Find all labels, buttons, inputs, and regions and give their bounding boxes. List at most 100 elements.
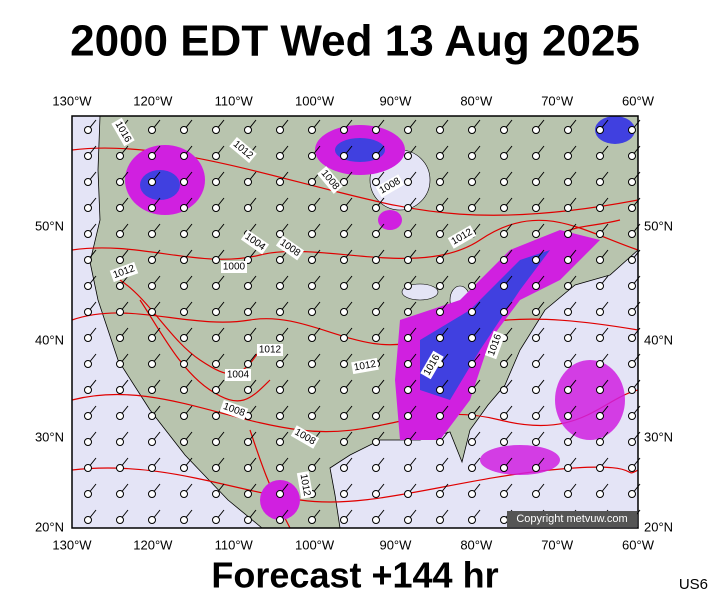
station: [532, 126, 540, 134]
longitude-label: 120°W: [133, 93, 173, 108]
station: [628, 126, 636, 134]
station: [116, 308, 124, 316]
station: [468, 490, 476, 498]
station: [564, 178, 572, 186]
station: [212, 412, 220, 420]
station: [564, 204, 572, 212]
station: [436, 282, 444, 290]
longitude-label: 80°W: [460, 93, 493, 108]
station: [596, 152, 604, 160]
station: [404, 438, 412, 446]
station: [564, 126, 572, 134]
station: [596, 360, 604, 368]
station: [212, 126, 220, 134]
rain-area: [140, 170, 180, 200]
station: [116, 412, 124, 420]
station: [84, 308, 92, 316]
station: [532, 490, 540, 498]
isobar-label: 1012: [298, 473, 313, 497]
station: [468, 516, 476, 524]
station: [372, 308, 380, 316]
rain-area: [378, 210, 402, 230]
title: 2000 EDT Wed 13 Aug 2025: [70, 17, 640, 66]
station: [564, 490, 572, 498]
station: [340, 256, 348, 264]
station: [180, 438, 188, 446]
station: [436, 516, 444, 524]
station: [404, 360, 412, 368]
station: [532, 438, 540, 446]
station: [308, 412, 316, 420]
station: [148, 282, 156, 290]
station: [628, 204, 636, 212]
station: [212, 360, 220, 368]
station: [308, 360, 316, 368]
isobar-label-bg: [109, 261, 139, 283]
isobar-label: 1004: [227, 370, 250, 381]
station: [180, 126, 188, 134]
station: [212, 490, 220, 498]
copyright-box: [507, 511, 637, 527]
station: [532, 282, 540, 290]
station: [340, 152, 348, 160]
station: [148, 516, 156, 524]
isobar-label-bg: [447, 225, 477, 249]
station: [468, 204, 476, 212]
station: [308, 308, 316, 316]
station: [148, 386, 156, 394]
station: [564, 282, 572, 290]
station: [596, 334, 604, 342]
station: [500, 152, 508, 160]
isobar-label-bg: [420, 350, 444, 380]
axis-labels: 130°W 130°W 120°W 120°W 110°W 110°W 100°W 100°W…: [35, 93, 673, 552]
station: [372, 230, 380, 238]
station: [596, 438, 604, 446]
isobar-label-bg: [296, 471, 314, 499]
station: [244, 308, 252, 316]
station: [244, 282, 252, 290]
station: [276, 516, 284, 524]
isobar-label-bg: [219, 399, 249, 421]
station: [148, 126, 156, 134]
station: [532, 386, 540, 394]
latitude-label: 50°N: [35, 218, 64, 233]
station: [308, 204, 316, 212]
station: [276, 438, 284, 446]
station: [628, 256, 636, 264]
station: [180, 178, 188, 186]
station: [244, 464, 252, 472]
station: [180, 490, 188, 498]
longitude-label: 60°W: [622, 93, 655, 108]
station: [436, 178, 444, 186]
station: [564, 438, 572, 446]
station: [180, 204, 188, 212]
station: [308, 282, 316, 290]
station: [436, 126, 444, 134]
forecast-label: Forecast +144 hr: [211, 555, 498, 596]
station: [340, 360, 348, 368]
station: [84, 490, 92, 498]
station: [212, 438, 220, 446]
station: [436, 230, 444, 238]
station: [532, 152, 540, 160]
station: [116, 334, 124, 342]
station: [468, 438, 476, 446]
station: [532, 178, 540, 186]
station: [116, 178, 124, 186]
station: [628, 308, 636, 316]
station: [628, 282, 636, 290]
station: [596, 230, 604, 238]
map-frame: [71, 115, 639, 529]
latitude-label: 30°N: [35, 429, 64, 444]
station: [180, 152, 188, 160]
isobar-label-group: 1004: [225, 369, 251, 381]
station: [532, 256, 540, 264]
station: [596, 490, 604, 498]
station: [180, 256, 188, 264]
station: [436, 152, 444, 160]
station: [628, 178, 636, 186]
station: [276, 178, 284, 186]
station: [212, 204, 220, 212]
station: [404, 412, 412, 420]
